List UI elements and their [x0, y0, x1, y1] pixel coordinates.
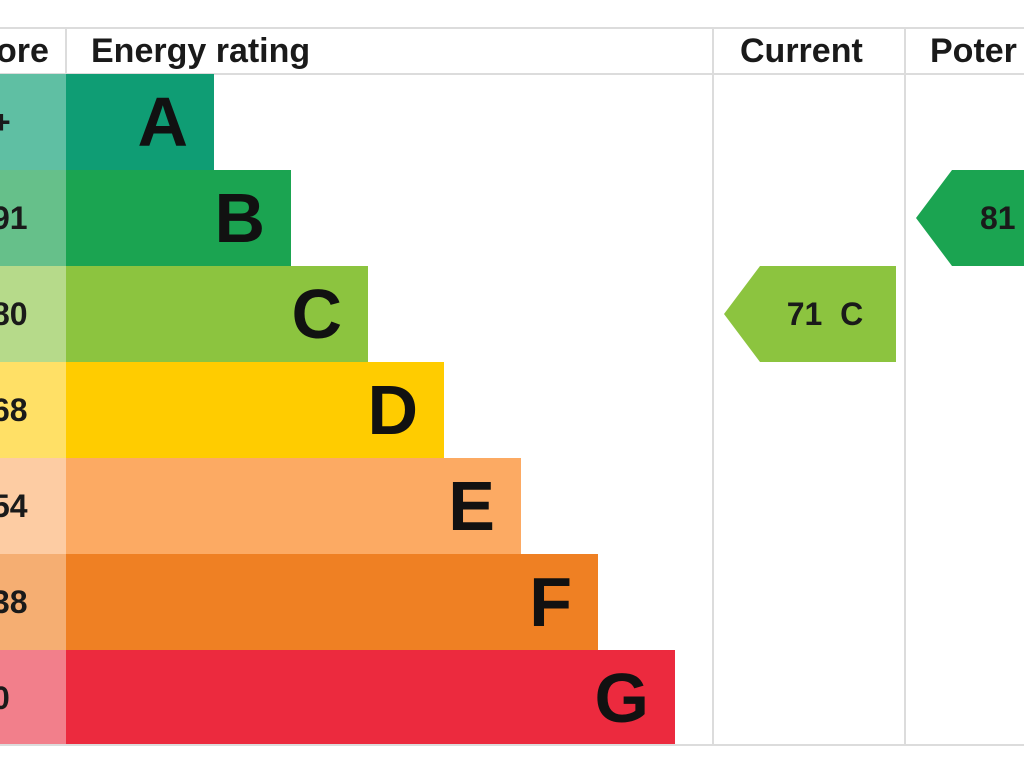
current-rating-label: 71 C — [786, 296, 864, 332]
potential-column-divider — [904, 27, 906, 746]
band-bar-f: F — [66, 554, 598, 650]
header-score: ore — [0, 32, 49, 70]
score-range-f: 38 — [0, 584, 28, 620]
score-range-b: 91 — [0, 200, 28, 236]
band-letter-c: C — [291, 275, 342, 353]
score-range-d: 68 — [0, 392, 28, 428]
band-bar-g: G — [66, 650, 675, 744]
band-letter-f: F — [529, 563, 572, 641]
band-letter-d: D — [367, 371, 418, 449]
score-range-e: 54 — [0, 488, 28, 524]
band-letter-b: B — [214, 179, 265, 257]
header-potential: Poter — [930, 32, 1017, 70]
band-letter-e: E — [448, 467, 495, 545]
score-cell-d: 68 — [0, 362, 66, 458]
band-letter-g: G — [594, 659, 649, 737]
header-current: Current — [740, 32, 863, 70]
score-cell-g: 0 — [0, 650, 66, 744]
score-cell-e: 54 — [0, 458, 66, 554]
score-cell-b: 91 — [0, 170, 66, 266]
bottom-border — [0, 744, 1024, 746]
band-bar-b: B — [66, 170, 291, 266]
current-rating-arrow: 71 C — [724, 266, 896, 362]
score-range-c: 80 — [0, 296, 28, 332]
score-cell-a: + — [0, 74, 66, 170]
top-border — [0, 27, 1024, 29]
score-cell-f: 38 — [0, 554, 66, 650]
band-bar-d: D — [66, 362, 444, 458]
score-column-divider — [65, 27, 67, 73]
potential-rating-arrow: 81 — [916, 170, 1024, 266]
score-range-a: + — [0, 104, 11, 140]
band-bar-a: A — [66, 74, 214, 170]
band-bar-c: C — [66, 266, 368, 362]
current-column-divider — [712, 27, 714, 746]
potential-rating-label: 81 — [980, 200, 1016, 236]
band-bar-e: E — [66, 458, 521, 554]
score-range-g: 0 — [0, 680, 10, 716]
band-letter-a: A — [137, 83, 188, 161]
header-divider — [0, 73, 1024, 75]
header-energy-rating: Energy rating — [91, 32, 311, 70]
score-cell-c: 80 — [0, 266, 66, 362]
